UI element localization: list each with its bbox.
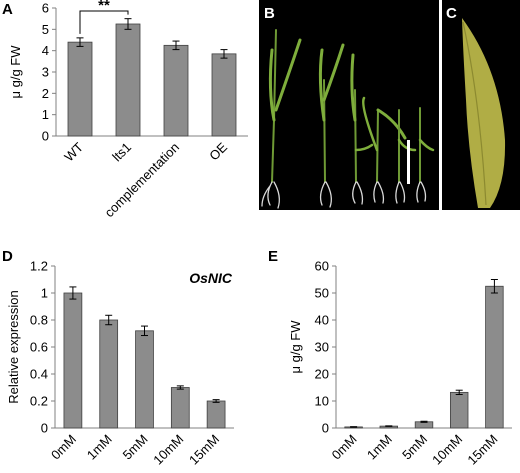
leaf-midrib <box>462 21 487 206</box>
x-tick-label-e: 0mM <box>329 432 360 463</box>
seedling-1 <box>261 29 302 209</box>
y-tick-label-a: 0 <box>42 129 49 144</box>
y-tick-label-e: 10 <box>315 394 329 409</box>
x-tick-label-e: 1mM <box>364 432 395 463</box>
bar-d <box>99 319 119 429</box>
bar-d <box>135 330 154 429</box>
x-tick-label-d: 0mM <box>48 432 79 463</box>
x-tick-label-e: 10mM <box>429 432 465 468</box>
y-tick-label-d: 0 <box>41 421 48 436</box>
y-tick-label-a: 3 <box>42 65 49 80</box>
x-tick-label-e: 15mM <box>464 432 500 468</box>
photo-panel-b: B <box>259 0 439 210</box>
x-tick-label-d: 5mM <box>120 432 151 463</box>
y-tick-label-d: 1 <box>41 286 48 301</box>
bar-a <box>211 53 237 137</box>
seedling-3 <box>350 53 374 205</box>
panel-label-a: A <box>2 1 13 18</box>
y-tick-label-e: 40 <box>315 313 329 328</box>
significance-bracket-a <box>79 10 129 34</box>
y-tick-label-e: 50 <box>315 286 329 301</box>
x-tick-label-d: 1mM <box>84 432 115 463</box>
panel-label-e: E <box>268 248 278 265</box>
y-axis-title-e: μ g/g FW <box>288 320 303 374</box>
gene-annotation-d: OsNIC <box>189 270 233 286</box>
y-tick-label-e: 20 <box>315 367 329 382</box>
y-tick-label-d: 1.2 <box>30 259 48 274</box>
seedling-6 <box>416 107 435 203</box>
y-tick-label-a: 1 <box>42 107 49 122</box>
x-tick-label-a: OE <box>206 139 230 163</box>
leaf-blade <box>462 18 506 208</box>
x-tick-label-a: WT <box>61 139 86 164</box>
y-axis-title-d: Relative expression <box>6 290 21 403</box>
y-tick-label-a: 6 <box>42 1 49 16</box>
x-tick-label-d: 15mM <box>186 432 222 468</box>
significance-marker-a: ** <box>98 0 110 14</box>
bar-e <box>485 285 504 429</box>
bar-a <box>67 41 93 137</box>
bar-d <box>63 292 83 429</box>
y-tick-label-d: 0.8 <box>30 313 48 328</box>
panel-label-d: D <box>2 248 13 265</box>
y-tick-label-e: 0 <box>322 421 329 436</box>
bar-e <box>449 391 469 429</box>
panel-label-c: C <box>446 5 457 22</box>
photo-b-background <box>259 0 439 210</box>
photo-panel-c: C <box>442 0 520 210</box>
x-tick-label-e: 5mM <box>399 432 430 463</box>
y-tick-label-a: 5 <box>42 22 49 37</box>
panel-label-b: B <box>264 5 275 22</box>
scale-bar <box>407 140 410 184</box>
y-tick-label-e: 60 <box>315 259 329 274</box>
seedling-2 <box>318 43 345 208</box>
y-axis-title-a: μ g/g FW <box>8 45 23 99</box>
x-tick-label-a: lts1 <box>109 140 134 165</box>
y-tick-label-a: 4 <box>42 43 49 58</box>
bar-d <box>170 387 190 429</box>
bar-a <box>163 44 189 137</box>
y-tick-label-d: 0.4 <box>30 367 48 382</box>
chart-e: 0 10 20 30 40 50 60 μ g/g FW 0mM 1mM 5mM 10mM 15mM <box>288 259 512 468</box>
bar-d <box>206 400 226 429</box>
y-tick-label-d: 0.2 <box>30 394 48 409</box>
x-tick-label-d: 10mM <box>150 432 186 468</box>
y-tick-label-d: 0.6 <box>30 340 48 355</box>
y-tick-label-a: 2 <box>42 86 49 101</box>
y-tick-label-e: 30 <box>315 340 329 355</box>
seedling-4 <box>362 96 407 204</box>
bar-a <box>115 23 141 137</box>
seedling-5 <box>395 109 417 204</box>
